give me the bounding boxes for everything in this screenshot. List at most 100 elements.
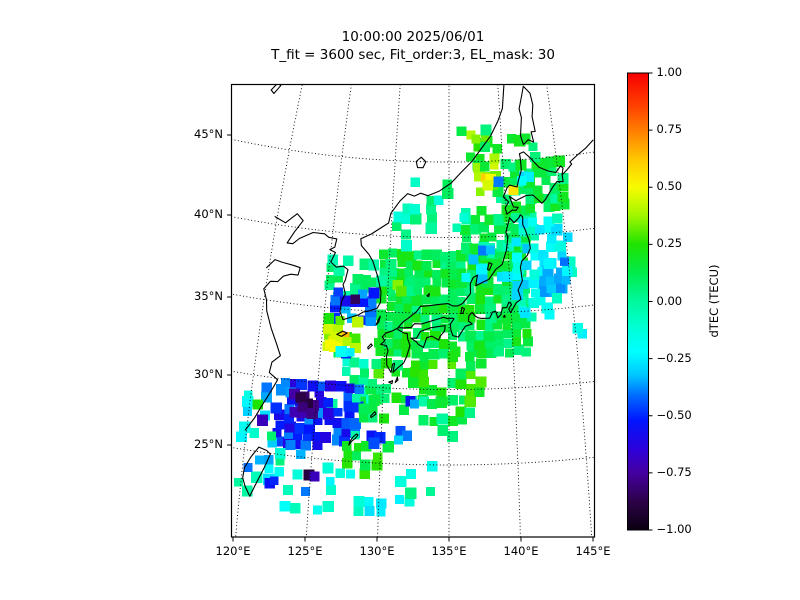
tec-cell — [512, 252, 523, 263]
tec-cell — [446, 257, 458, 269]
tec-cell — [243, 463, 253, 473]
tec-cell — [519, 133, 531, 145]
tec-cell — [493, 214, 505, 226]
tec-cell — [518, 226, 529, 237]
tec-cell — [516, 176, 527, 186]
tec-cell — [475, 286, 485, 296]
tec-cell — [511, 336, 522, 346]
tec-cell — [275, 456, 285, 466]
tec-cell — [303, 432, 312, 442]
tec-cell-layer — [233, 124, 587, 517]
tec-cell — [500, 158, 511, 170]
tec-cell — [433, 195, 444, 206]
tec-cell — [527, 224, 539, 236]
tec-cell — [395, 495, 404, 504]
tec-cell — [483, 330, 495, 342]
tec-cell — [405, 469, 416, 479]
tec-cell — [512, 230, 522, 240]
tec-cell — [482, 180, 493, 191]
tec-cell — [326, 262, 336, 273]
tec-cell — [516, 296, 526, 306]
tec-cell — [358, 296, 370, 308]
tec-cell — [365, 315, 377, 327]
tec-cell — [404, 275, 416, 286]
tec-cell — [289, 406, 300, 418]
tec-cell — [492, 319, 503, 330]
tec-cell — [371, 384, 382, 395]
tec-cell — [437, 425, 449, 436]
tec-cell — [279, 501, 291, 512]
tec-cell — [346, 469, 355, 479]
tec-cell — [486, 245, 496, 255]
tec-cell — [304, 422, 315, 434]
tec-cell — [359, 359, 369, 369]
tec-cell — [470, 223, 481, 235]
coastline-mainland_china_korea_primorye — [274, 84, 505, 321]
tec-cell — [340, 331, 350, 342]
tec-cell — [346, 313, 357, 323]
tec-cell — [312, 440, 323, 451]
tec-cell — [533, 168, 542, 178]
tec-cell — [397, 258, 407, 268]
axis-ticks — [227, 134, 594, 542]
tec-cell — [459, 395, 468, 405]
tec-cell — [387, 293, 397, 302]
tec-cell — [376, 507, 386, 517]
tec-cell — [376, 498, 387, 509]
tec-cell — [460, 224, 471, 235]
tec-cell — [426, 384, 438, 396]
x-tick-label: 135°E — [431, 544, 467, 558]
tec-cell — [508, 162, 518, 172]
tec-cell — [375, 309, 387, 321]
tec-cell — [432, 269, 441, 279]
x-tick-label: 125°E — [287, 544, 323, 558]
tec-cell — [410, 213, 422, 225]
tec-cell — [283, 413, 295, 424]
tec-cell — [333, 425, 343, 435]
tec-cell — [466, 292, 478, 305]
tec-cell — [456, 414, 467, 425]
tec-cell — [360, 283, 370, 293]
colorbar-ticks — [648, 72, 653, 531]
tec-cell — [501, 294, 513, 306]
tec-cell — [325, 380, 337, 392]
tec-cell — [330, 294, 341, 306]
tec-cell — [324, 280, 335, 291]
coastline-shikoku — [410, 325, 446, 349]
tec-cell — [376, 275, 387, 287]
tec-cell — [459, 212, 469, 222]
tec-cell — [525, 193, 537, 204]
tec-cell — [324, 415, 334, 426]
tec-cell — [512, 328, 522, 338]
coastline-amami — [370, 411, 377, 419]
tec-cell — [385, 311, 395, 322]
tec-cell — [368, 287, 380, 299]
tec-cell — [501, 271, 513, 282]
tec-cell — [509, 177, 521, 189]
tec-cell — [325, 476, 335, 486]
tec-cell — [441, 314, 450, 324]
tec-cell — [558, 198, 570, 210]
x-tick-label: 130°E — [359, 544, 395, 558]
tec-cell — [349, 341, 361, 353]
tec-cell — [511, 268, 524, 280]
tec-cell — [307, 399, 319, 412]
tec-cell — [447, 251, 459, 262]
tec-cell — [572, 323, 583, 334]
tec-cell — [554, 240, 566, 252]
tec-cell — [386, 278, 395, 288]
tec-cell — [478, 245, 488, 256]
tec-cell — [577, 329, 587, 339]
tec-cell — [440, 259, 450, 269]
colorbar-tick-label: −1.00 — [656, 522, 692, 536]
tec-cell — [264, 464, 274, 473]
tec-cell — [411, 294, 423, 306]
tec-cell — [333, 407, 343, 417]
tec-cell — [543, 201, 555, 213]
tec-cell — [465, 330, 477, 342]
colorbar-tick-label: 0.75 — [656, 122, 683, 137]
tec-cell — [485, 337, 497, 349]
tec-cell — [447, 302, 459, 314]
tec-cell — [522, 336, 534, 347]
colorbar-tick-label: −0.75 — [656, 464, 692, 479]
